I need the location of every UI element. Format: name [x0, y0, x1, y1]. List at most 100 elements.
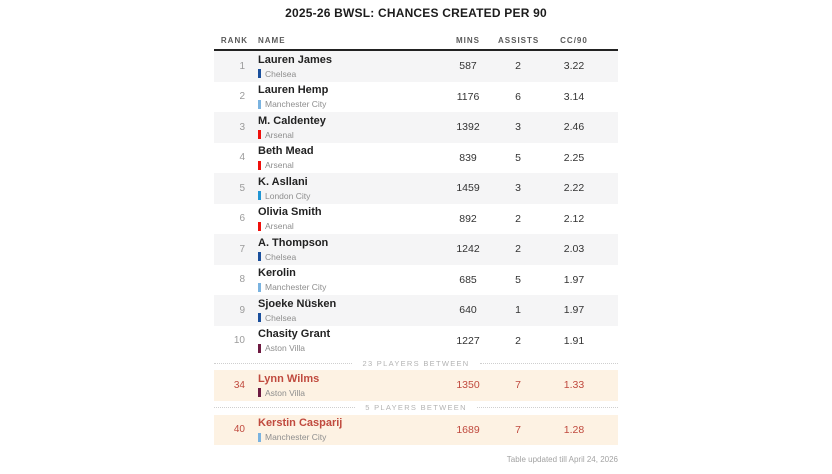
separator-line [214, 407, 356, 408]
player-name: Lynn Wilms [258, 372, 320, 385]
between-separator: 23 PLAYERS BETWEEN [214, 356, 619, 370]
rank-cell: 8 [239, 274, 245, 286]
player-cell: Sjoeke Nüsken Chelsea [254, 298, 438, 323]
team-name: London City [265, 190, 311, 201]
team-name: Manchester City [265, 432, 327, 443]
player-cell: Olivia Smith Arsenal [254, 206, 438, 231]
table-header: RANK NAME MINS ASSISTS CC/90 [214, 31, 618, 51]
mins-cell: 587 [459, 60, 477, 73]
team-color-bar [258, 252, 261, 262]
cc90-cell: 2.12 [563, 212, 585, 225]
player-name: Olivia Smith [258, 206, 322, 219]
team-name: Arsenal [265, 221, 294, 232]
team-line: Aston Villa [258, 343, 438, 353]
team-line: Manchester City [258, 282, 438, 292]
mins-cell: 1176 [456, 90, 480, 103]
table-row: 5 K. Asllani London City 1459 3 2.22 [214, 173, 618, 204]
team-name: Arsenal [265, 129, 294, 140]
player-cell: M. Caldentey Arsenal [254, 115, 438, 140]
player-name: Lauren James [258, 53, 332, 66]
mins-cell: 892 [459, 212, 477, 225]
cc90-cell: 2.22 [563, 182, 585, 195]
cc90-cell: 3.22 [563, 60, 585, 73]
player-name: Kerolin [258, 267, 296, 280]
team-name: Manchester City [265, 99, 327, 110]
player-cell: A. Thompson Chelsea [254, 237, 438, 262]
team-name: Arsenal [265, 160, 294, 171]
assists-cell: 2 [515, 60, 521, 73]
team-name: Chelsea [265, 68, 297, 79]
leaderboard: 2025-26 BWSL: CHANCES CREATED PER 90 RAN… [214, 6, 619, 464]
assists-cell: 2 [515, 243, 521, 256]
cc90-cell: 1.91 [563, 334, 585, 347]
mins-cell: 1459 [456, 182, 480, 195]
column-header-rank: RANK [220, 35, 248, 45]
assists-cell: 2 [515, 212, 521, 225]
between-separator: 5 PLAYERS BETWEEN [214, 401, 619, 415]
cc90-cell: 2.46 [563, 121, 585, 134]
table-body: 1 Lauren James Chelsea 587 2 3.22 2 Laur… [214, 51, 619, 445]
between-label: 5 PLAYERS BETWEEN [365, 403, 467, 412]
mins-cell: 640 [459, 304, 477, 317]
team-name: Manchester City [265, 282, 327, 293]
team-line: Arsenal [258, 221, 438, 231]
assists-cell: 2 [515, 334, 521, 347]
player-name: Chasity Grant [258, 328, 331, 341]
team-color-bar [258, 343, 261, 353]
team-line: Chelsea [258, 252, 438, 262]
table-row: 6 Olivia Smith Arsenal 892 2 2.12 [214, 204, 618, 235]
player-name: Beth Mead [258, 145, 314, 158]
rank-cell: 4 [239, 152, 245, 164]
rank-cell: 3 [239, 121, 245, 133]
player-cell: Chasity Grant Aston Villa [254, 328, 438, 353]
rank-cell: 9 [239, 304, 245, 316]
player-name: K. Asllani [258, 175, 308, 188]
rank-cell: 1 [239, 60, 245, 72]
player-name: Kerstin Casparij [258, 417, 343, 430]
team-color-bar [258, 388, 261, 398]
update-note: Table updated till April 24, 2026 [506, 455, 618, 464]
cc90-cell: 1.97 [563, 304, 585, 317]
table-row: 10 Chasity Grant Aston Villa 1227 2 1.91 [214, 326, 618, 357]
assists-cell: 1 [515, 304, 521, 317]
team-color-bar [258, 313, 261, 323]
player-cell: Kerstin Casparij Manchester City [254, 417, 438, 442]
team-color-bar [258, 432, 261, 442]
rank-cell: 6 [239, 213, 245, 225]
team-color-bar [258, 99, 261, 109]
separator-line [476, 407, 619, 408]
assists-cell: 7 [515, 423, 521, 436]
team-line: Chelsea [258, 313, 438, 323]
table-row: 34 Lynn Wilms Aston Villa 1350 7 1.33 [214, 370, 618, 401]
column-header-name: NAME [258, 35, 286, 45]
cc90-cell: 1.33 [563, 379, 585, 392]
team-line: Arsenal [258, 130, 438, 140]
rank-cell: 5 [239, 182, 245, 194]
rank-cell: 40 [233, 424, 245, 436]
mins-cell: 1689 [456, 423, 480, 436]
player-cell: Lauren James Chelsea [254, 54, 438, 79]
assists-cell: 6 [515, 90, 521, 103]
team-name: Aston Villa [265, 387, 306, 398]
player-cell: K. Asllani London City [254, 176, 438, 201]
team-line: Chelsea [258, 69, 438, 79]
table-row: 2 Lauren Hemp Manchester City 1176 6 3.1… [214, 82, 618, 113]
team-name: Chelsea [265, 251, 297, 262]
team-line: Manchester City [258, 99, 438, 109]
cc90-cell: 1.97 [563, 273, 585, 286]
cc90-cell: 3.14 [563, 90, 585, 103]
player-name: Lauren Hemp [258, 84, 329, 97]
assists-cell: 3 [515, 182, 521, 195]
cc90-cell: 1.28 [563, 423, 585, 436]
player-name: Sjoeke Nüsken [258, 297, 337, 310]
table-row: 8 Kerolin Manchester City 685 5 1.97 [214, 265, 618, 296]
column-header-cc90: CC/90 [560, 35, 588, 45]
assists-cell: 3 [515, 121, 521, 134]
assists-cell: 5 [515, 151, 521, 164]
assists-cell: 5 [515, 273, 521, 286]
between-label: 23 PLAYERS BETWEEN [362, 358, 470, 368]
rank-cell: 34 [233, 379, 245, 391]
table-row: 3 M. Caldentey Arsenal 1392 3 2.46 [214, 112, 618, 143]
rank-cell: 7 [239, 243, 245, 255]
player-cell: Lynn Wilms Aston Villa [254, 373, 438, 398]
